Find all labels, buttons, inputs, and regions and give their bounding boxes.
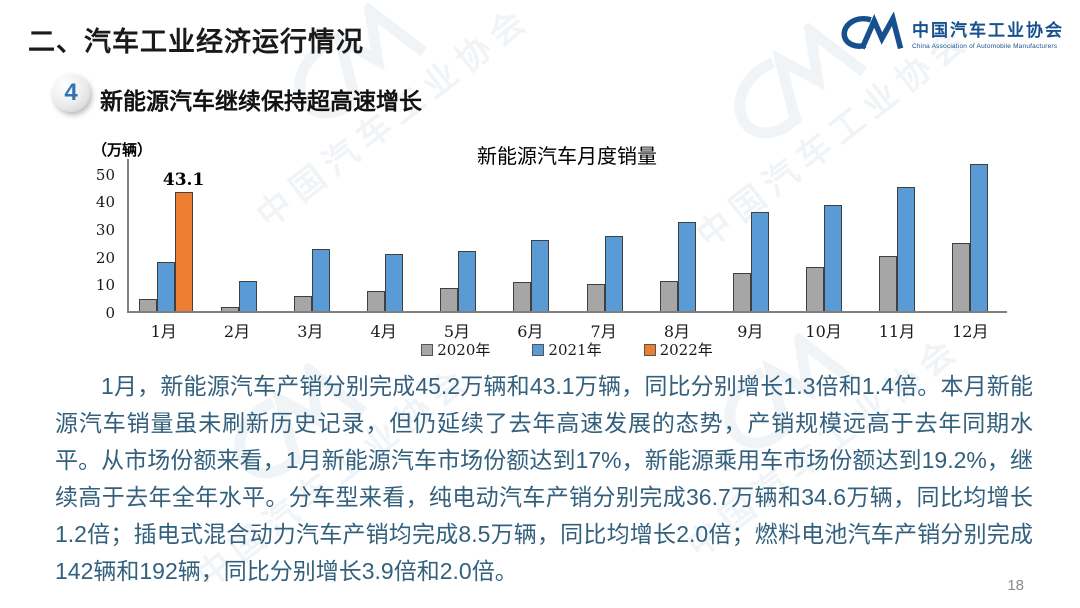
bar-group-8月 xyxy=(641,159,714,311)
bar-2020年-8月 xyxy=(659,280,678,311)
chart-title: 新能源汽车月度销量 xyxy=(477,144,657,168)
bar-group-9月 xyxy=(714,159,787,311)
legend-item-2021年: 2021年 xyxy=(532,339,602,360)
x-label-3月: 3月 xyxy=(297,322,324,341)
bar-2021年-2月 xyxy=(238,280,257,311)
x-label-11月: 11月 xyxy=(878,322,916,341)
caam-logo: 中国汽车工业协会 China Association of Automobile… xyxy=(839,12,1064,54)
bar-2021年-1月 xyxy=(156,261,175,311)
legend-label-2021年: 2021年 xyxy=(548,341,602,359)
bar-group-3月 xyxy=(275,159,348,311)
bar-group-12月 xyxy=(934,159,1007,311)
y-tick-20: 20 xyxy=(95,248,115,267)
section-number-badge: 4 xyxy=(52,74,90,112)
bar-2020年-12月 xyxy=(952,242,971,311)
bar-2021年-7月 xyxy=(604,236,623,311)
x-label-1月: 1月 xyxy=(150,322,177,341)
x-label-6月: 6月 xyxy=(517,322,544,341)
page-title: 二、汽车工业经济运行情况 xyxy=(28,27,364,57)
legend-swatch-2020年 xyxy=(421,343,434,356)
bar-group-11月 xyxy=(861,159,934,311)
bar-2020年-1月 xyxy=(138,298,157,311)
bar-2020年-3月 xyxy=(293,296,312,311)
legend-swatch-2022年 xyxy=(643,343,656,356)
bar-group-4月 xyxy=(349,159,422,311)
bar-group-6月 xyxy=(495,159,568,311)
bar-2020年-10月 xyxy=(806,266,825,311)
y-axis-unit-label: （万辆） xyxy=(92,141,153,159)
bar-group-1月: 43.1 xyxy=(129,159,204,311)
data-label-2022年-1月: 43.1 xyxy=(162,169,205,190)
bar-2020年-5月 xyxy=(440,288,459,311)
logo-name-en: China Association of Automobile Manufact… xyxy=(912,43,1058,50)
bar-group-10月 xyxy=(788,159,861,311)
bar-2021年-9月 xyxy=(750,212,769,311)
page-number: 18 xyxy=(1007,577,1024,594)
bar-2020年-2月 xyxy=(220,307,239,311)
legend-item-2022年: 2022年 xyxy=(643,339,713,360)
chart-legend: 2020年 2021年 2022年 xyxy=(127,339,1007,360)
logo-name-cn: 中国汽车工业协会 xyxy=(912,21,1064,40)
y-tick-50: 50 xyxy=(95,165,115,184)
x-label-7月: 7月 xyxy=(590,322,617,341)
legend-label-2022年: 2022年 xyxy=(659,341,713,359)
bar-2021年-5月 xyxy=(458,251,477,311)
bar-2021年-11月 xyxy=(897,186,916,311)
x-label-4月: 4月 xyxy=(370,322,397,341)
bar-2021年-6月 xyxy=(531,240,550,311)
bar-2020年-7月 xyxy=(586,283,605,311)
bar-2021年-10月 xyxy=(824,205,843,311)
legend-label-2020年: 2020年 xyxy=(437,341,491,359)
bar-group-7月 xyxy=(568,159,641,311)
x-label-8月: 8月 xyxy=(663,322,691,341)
y-tick-30: 30 xyxy=(95,221,115,240)
body-paragraph: 1月，新能源汽车产销分别完成45.2万辆和43.1万辆，同比分别增长1.3倍和1… xyxy=(55,373,1033,584)
bar-2021年-8月 xyxy=(677,222,696,311)
bar-2020年-6月 xyxy=(513,282,532,311)
bar-2021年-4月 xyxy=(385,254,404,311)
legend-item-2020年: 2020年 xyxy=(421,339,490,360)
bar-group-2月 xyxy=(202,159,275,311)
y-tick-40: 40 xyxy=(95,193,115,212)
logo-text: 中国汽车工业协会 China Association of Automobile… xyxy=(912,16,1064,50)
y-axis-ticks: 0 10 20 30 40 50 xyxy=(85,159,121,322)
bar-2022年-1月: 43.1 xyxy=(163,170,204,311)
bar-2020年-9月 xyxy=(732,272,751,311)
x-label-12月: 12月 xyxy=(952,322,989,341)
x-axis-labels: 1月 2月 3月 4月 5月 6月 7月 8月 9月 10月 11月 12月 xyxy=(127,318,1007,342)
x-label-10月: 10月 xyxy=(805,322,842,341)
bar-2020年-11月 xyxy=(879,255,898,311)
x-label-9月: 9月 xyxy=(737,322,764,341)
chart-plot-area: 43.1 xyxy=(127,159,1007,313)
y-tick-0: 0 xyxy=(105,304,115,322)
y-tick-10: 10 xyxy=(95,276,115,295)
bar-2021年-12月 xyxy=(970,164,989,311)
caam-logo-icon xyxy=(841,12,904,50)
x-label-5月: 5月 xyxy=(443,322,471,341)
section-number: 4 xyxy=(64,79,78,106)
bar-2021年-3月 xyxy=(311,248,330,311)
bar-group-5月 xyxy=(422,159,495,311)
x-label-2月: 2月 xyxy=(223,322,251,341)
bar-2020年-4月 xyxy=(367,291,386,311)
nev-monthly-sales-chart: （万辆） 新能源汽车月度销量 0 10 20 30 40 50 43.1 1月 2月 3月 4月… xyxy=(0,130,1080,362)
section-title: 新能源汽车继续保持超高速增长 xyxy=(100,88,422,114)
legend-swatch-2021年 xyxy=(532,343,545,356)
